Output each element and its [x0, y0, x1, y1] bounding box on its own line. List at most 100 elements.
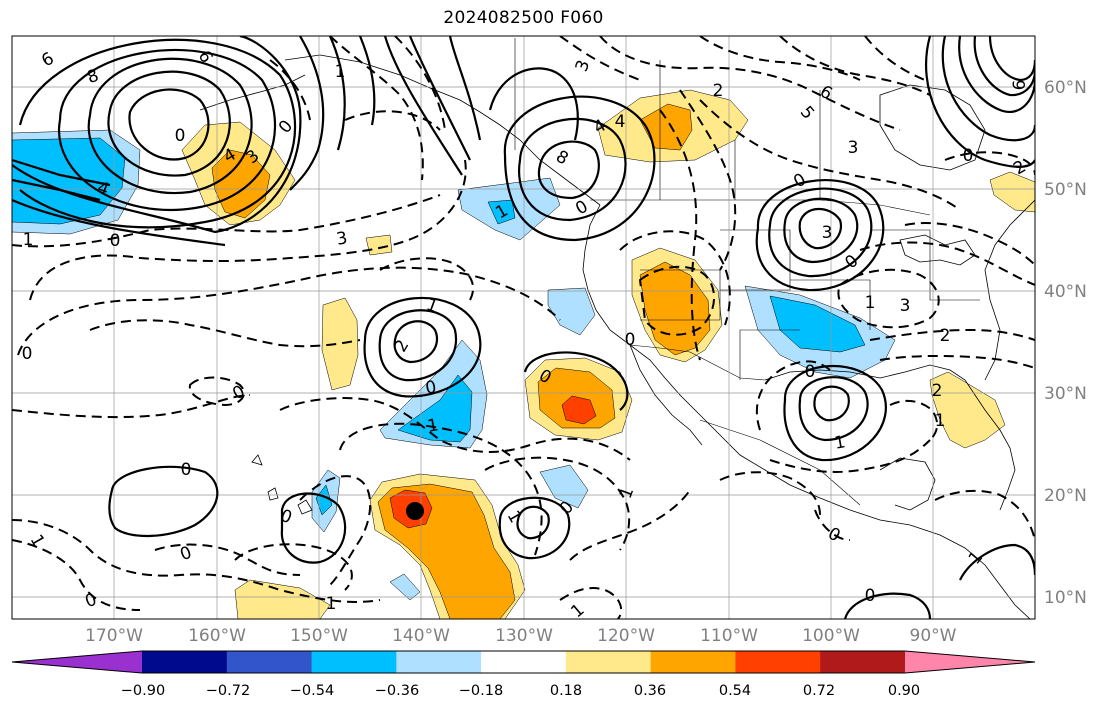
island-hawaii-3: [297, 499, 313, 515]
lon-label-90w: 90°W: [909, 626, 957, 646]
political-borders: [514, 38, 980, 506]
contour-label: 8: [552, 147, 571, 170]
island-hawaii-1: [251, 454, 263, 466]
dash-7: [279, 397, 631, 461]
dash-29: [659, 109, 701, 361]
lat-label-60n: 60°N: [1044, 78, 1087, 98]
lat-label-30n: 30°N: [1044, 384, 1087, 404]
low-canada-ring-1: [798, 207, 843, 250]
lon-label-110w: 110°W: [700, 626, 758, 646]
low-northeast-1: [958, 36, 1035, 113]
gulf-low-ring-3: [783, 364, 887, 462]
lon-label-100w: 100°W: [802, 626, 860, 646]
colorbar-label: 0.36: [633, 683, 667, 699]
low-northeast-2: [973, 36, 1035, 97]
colorbar-segment: [650, 651, 736, 673]
shade-neg-mid-gulf-alaska: [487, 199, 516, 225]
colorbar-label: 0.54: [718, 683, 752, 699]
colorbar-label: 0.90: [887, 683, 921, 699]
solid-contours: [12, 36, 1035, 619]
contour-label: 1: [833, 432, 847, 454]
storm-center-marker: [406, 502, 424, 520]
dash-24: [699, 36, 861, 81]
shade-neg-light-socal: [547, 287, 596, 336]
border-mexico-states: [699, 419, 861, 506]
contour-label: 0: [865, 586, 876, 606]
dash-39: [719, 471, 821, 516]
shade-pos-light-gulf: [929, 371, 1006, 449]
low-aleutian-arc-7: [12, 198, 226, 247]
border-state-4: [870, 229, 980, 301]
dash-32: [837, 268, 940, 329]
colorbar-label: −0.18: [458, 683, 504, 699]
dash-33: [859, 241, 1035, 286]
low-goa-arc-4: [488, 67, 579, 141]
shade-neg-light-south: [389, 573, 421, 601]
contour-label: 3: [848, 138, 859, 158]
aleutian-stripe-3: [358, 36, 376, 126]
dash-16: [559, 587, 623, 619]
dash-23: [559, 36, 641, 81]
contour-label: 1: [935, 411, 946, 431]
colorbar-segment: [481, 651, 567, 673]
dash-37: [769, 439, 931, 473]
low-goa-ring-2: [518, 117, 627, 222]
dash-28: [699, 99, 961, 211]
colorbar-segment: [820, 651, 906, 673]
low-aleutian-arc-6: [12, 36, 302, 234]
dash-42: [904, 222, 1035, 266]
dash-8: [339, 422, 543, 556]
coast-east: [984, 199, 1035, 381]
graticule: [12, 36, 1035, 619]
map-area: 6 8 6 0 4 0 1 4 3 0 1 3 8 4 2 6 5 4 0 3 …: [12, 36, 1035, 619]
colorbar-label: 0.18: [549, 683, 583, 699]
contour-label: 8: [84, 66, 101, 88]
lon-label-140w: 140°W: [392, 626, 450, 646]
low-canada-ring-3: [768, 187, 873, 278]
coast-alaska-north: [284, 54, 601, 206]
border-canada-prov: [659, 60, 821, 200]
contour-label: 0: [277, 506, 294, 528]
shade-pos-light-northeast: [989, 171, 1035, 213]
lon-label-150w: 150°W: [290, 626, 348, 646]
colorbar-extend-low: [12, 651, 142, 673]
low-goa-ring-1: [537, 140, 600, 200]
low-ne-pacific-ring-2: [378, 309, 458, 382]
colorbar-segment: [735, 651, 821, 673]
dash-11: [154, 543, 301, 576]
contour-label: 6: [1010, 80, 1030, 91]
contour-label: 5: [796, 102, 818, 123]
contour-label: 3: [822, 223, 833, 243]
lon-label-160w: 160°W: [188, 626, 246, 646]
low-aleutian-ring-4: [57, 48, 276, 211]
gulf-low-ring-2: [798, 376, 869, 442]
low-ne-pacific-ring-1: [393, 320, 438, 364]
contour-label: 3: [572, 57, 594, 74]
border-state-3: [790, 279, 871, 330]
contour-label: 1: [965, 547, 987, 568]
low-northeast-4: [941, 36, 1035, 142]
colorbar-label: 0.72: [802, 683, 836, 699]
contour-label: 1: [503, 507, 526, 526]
dash-3: [17, 266, 561, 356]
dashed-contours: [12, 36, 1035, 619]
dash-2: [29, 159, 467, 301]
dash-15: [569, 489, 691, 561]
dash-25: [779, 36, 931, 96]
contour-label: 2: [391, 336, 414, 355]
colorbar-segment: [565, 651, 652, 673]
contour-label: 4: [615, 112, 626, 132]
dash-35: [879, 354, 1035, 369]
dash-36: [755, 360, 831, 431]
aleutian-stripe-2: [328, 36, 346, 151]
shade-neg-light-hawaii-east: [539, 464, 589, 509]
low-aleutian-ring-3: [87, 57, 253, 195]
dash-10: [12, 539, 141, 611]
contour-label: 1: [335, 62, 346, 82]
shade-pos-light-small-1: [365, 234, 393, 256]
contour-label: 1: [865, 293, 876, 313]
shade-pos-strong-mexico: [561, 395, 597, 425]
border-us-canada: [590, 199, 931, 216]
aleutian-band-2: [12, 178, 101, 202]
contour-label: 0: [181, 460, 192, 480]
